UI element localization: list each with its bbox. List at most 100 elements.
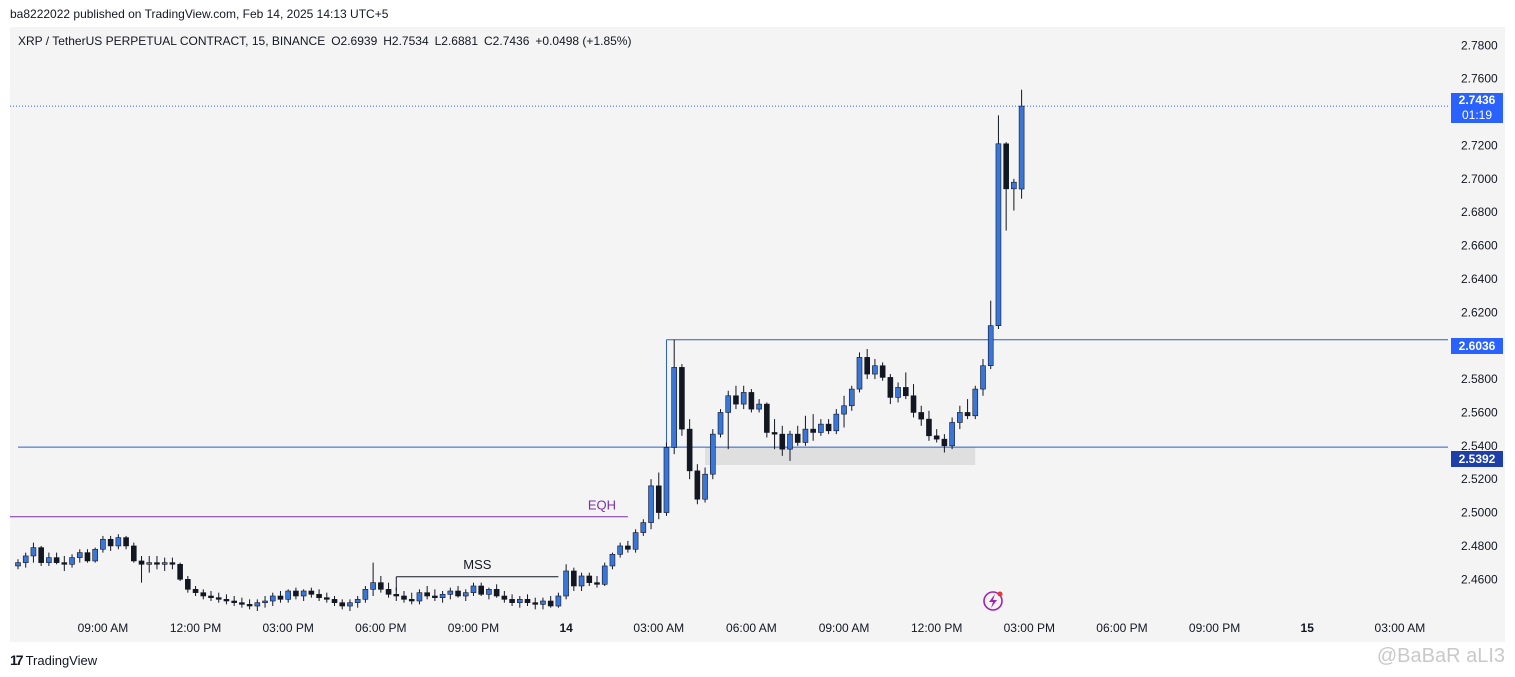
candle-up: [486, 589, 492, 595]
x-tick-label: 06:00 PM: [355, 621, 406, 635]
candle-down: [764, 403, 770, 433]
lightning-bolt-icon: [989, 594, 997, 608]
candle-up: [725, 395, 732, 413]
candle-down: [686, 428, 693, 472]
candle-down: [231, 600, 237, 603]
candle-up: [578, 575, 585, 587]
candle-up: [756, 403, 762, 410]
candle-down: [879, 365, 886, 378]
candle-down: [138, 560, 145, 565]
candle-up: [1011, 181, 1017, 190]
x-tick-label: 15: [1301, 621, 1315, 635]
candle-down: [771, 432, 778, 435]
candle-up: [833, 413, 840, 432]
y-tick-label: 2.7600: [1461, 72, 1498, 86]
candle-down: [107, 538, 114, 547]
candle-up: [702, 473, 708, 500]
ohlc-low: L2.6881: [434, 34, 479, 48]
candle-up: [972, 388, 979, 417]
tradingview-brand: TradingView: [25, 652, 98, 668]
candle-down: [84, 552, 91, 562]
watermark: @BaBaR aLI3: [1376, 645, 1505, 667]
candle-down: [424, 592, 430, 597]
candle-up: [872, 365, 878, 375]
candle-up: [841, 405, 847, 415]
candle-down: [177, 563, 183, 580]
candle-up: [648, 485, 654, 523]
y-tick-label: 2.5800: [1461, 372, 1498, 386]
x-tick-label: 09:00 PM: [448, 621, 499, 635]
candle-down: [123, 537, 129, 547]
candle-down: [571, 570, 577, 587]
candle-up: [462, 592, 469, 597]
y-tick-label: 2.6800: [1461, 205, 1498, 219]
y-tick-label: 2.6200: [1461, 305, 1498, 319]
last-price-tag: 2.7436 01:19: [1451, 93, 1503, 123]
candle-up: [717, 412, 724, 435]
liquidity-zone: [705, 447, 976, 466]
candle-down: [246, 604, 253, 607]
candle-up: [949, 422, 955, 447]
candle-down: [864, 357, 871, 375]
candle-up: [15, 562, 21, 567]
candle-up: [354, 599, 361, 603]
candle-down: [239, 602, 245, 605]
ohlc-open: O2.6939: [331, 34, 378, 48]
candle-down: [339, 602, 346, 607]
candle-down: [385, 589, 392, 595]
candle-down: [192, 589, 199, 593]
candle-down: [902, 387, 909, 397]
candle-down: [38, 547, 44, 563]
candle-down: [131, 545, 137, 562]
y-tick-label: 2.5200: [1461, 472, 1498, 486]
last-price-value: 2.7436: [1458, 93, 1496, 107]
axis-divider: [10, 614, 1448, 615]
x-tick-label: 09:00 AM: [819, 621, 870, 635]
x-tick-label: 12:00 PM: [911, 621, 962, 635]
tradingview-logo[interactable]: 17 TradingView: [10, 652, 97, 668]
candle-up: [285, 590, 292, 600]
x-tick-label: 06:00 AM: [726, 621, 777, 635]
candle-up: [516, 599, 523, 603]
candle-down: [586, 575, 593, 583]
candle-up: [300, 590, 307, 597]
candle-down: [679, 367, 685, 430]
candle-up: [802, 428, 809, 443]
candle-down: [277, 595, 284, 600]
ohlc-change: +0.0498 (+1.85%): [535, 34, 632, 48]
candle-up: [895, 387, 901, 398]
x-tick-label: 03:00 AM: [1375, 621, 1426, 635]
candle-down: [1003, 143, 1009, 190]
candle-up: [957, 412, 963, 423]
candle-up: [362, 589, 369, 600]
candle-down: [293, 590, 299, 597]
candle-up: [416, 592, 423, 602]
candle-down: [918, 412, 925, 420]
x-tick-label: 03:00 AM: [633, 621, 684, 635]
candle-up: [447, 590, 454, 595]
price-axis: [1448, 27, 1505, 642]
candle-down: [215, 597, 222, 600]
candle-down: [401, 595, 407, 600]
candle-up: [100, 538, 106, 550]
price-chart[interactable]: 2.4600 2.4800 2.5000 2.5200 2.5400 2.5600 2.58…: [10, 27, 1505, 642]
y-tick-label: 2.5400: [1461, 439, 1498, 453]
candle-up: [617, 545, 623, 555]
candle-down: [926, 418, 932, 437]
candle-down: [493, 589, 500, 597]
candle-up: [640, 522, 647, 533]
candle-down: [185, 579, 191, 590]
candle-down: [748, 392, 755, 410]
candle-up: [69, 557, 75, 565]
candle-down: [910, 395, 917, 413]
candle-down: [532, 602, 539, 605]
alert-lightning-icon: [983, 591, 1003, 611]
x-tick-label: 06:00 PM: [1096, 621, 1147, 635]
candle-up: [555, 595, 562, 607]
candle-down: [501, 595, 508, 600]
candle-up: [987, 325, 994, 367]
candle-down: [61, 562, 68, 565]
candle-down: [810, 428, 816, 433]
candle-up: [563, 570, 569, 597]
candle-up: [995, 143, 1002, 326]
